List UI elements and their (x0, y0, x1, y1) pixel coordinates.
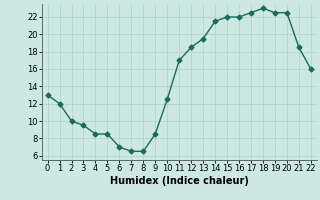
X-axis label: Humidex (Indice chaleur): Humidex (Indice chaleur) (110, 176, 249, 186)
